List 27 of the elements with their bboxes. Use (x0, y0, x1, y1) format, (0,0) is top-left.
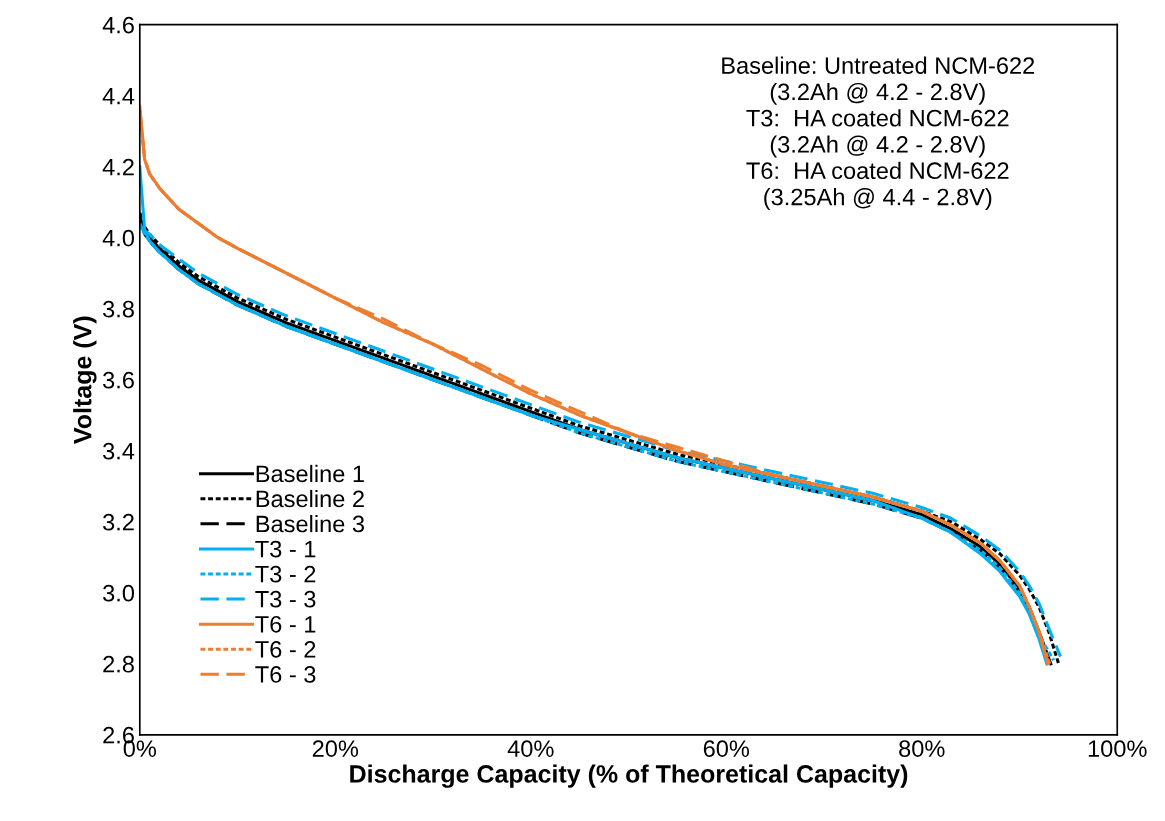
annotation: Baseline: Untreated NCM-622 (3.2Ah @ 4.2 - 2.8V) T3: HA coated NCM-622 (3.2Ah @ 4.2 - 2.8V) T6: HA coated NCM-622 (3.25Ah @ 4.4 - 2.8V) (722, 56, 1035, 211)
x-tick-label: 100% (1088, 740, 1147, 757)
legend-label: Baseline 1 (256, 464, 364, 483)
y-tick-label: 4.4 (102, 87, 135, 105)
y-tick-label: 3.8 (103, 300, 134, 318)
x-tick-label: 20% (312, 740, 359, 757)
y-tick-label: 3.4 (103, 442, 135, 460)
legend-label: T6 - 2 (255, 641, 316, 658)
y-axis-title: Voltage (V) (73, 316, 97, 444)
y-tick-label: 3.0 (103, 584, 135, 602)
x-tick-label: 60% (703, 740, 750, 757)
legend-label: T3 - 2 (255, 565, 316, 583)
legend-label: T6 - 3 (255, 666, 316, 683)
y-tick-label: 4.2 (102, 158, 134, 176)
legend-label: T3 - 3 (255, 590, 316, 608)
y-tick-label: 3.6 (103, 371, 134, 389)
y-tick-label: 4.6 (102, 16, 134, 34)
y-tick-label: 2.8 (103, 655, 134, 673)
legend-label: T3 - 1 (255, 540, 316, 558)
legend-label: Baseline 2 (256, 489, 364, 508)
legend-label: Baseline 3 (256, 514, 365, 533)
legend-label: T6 - 1 (255, 615, 316, 633)
y-tick-label: 4.0 (102, 229, 135, 247)
x-axis-title: Discharge Capacity (% of Theoretical Capacity) (350, 764, 908, 788)
x-tick-label: 40% (507, 740, 554, 757)
y-tick-label: 3.2 (103, 513, 134, 531)
x-tick-label: 80% (899, 740, 945, 757)
